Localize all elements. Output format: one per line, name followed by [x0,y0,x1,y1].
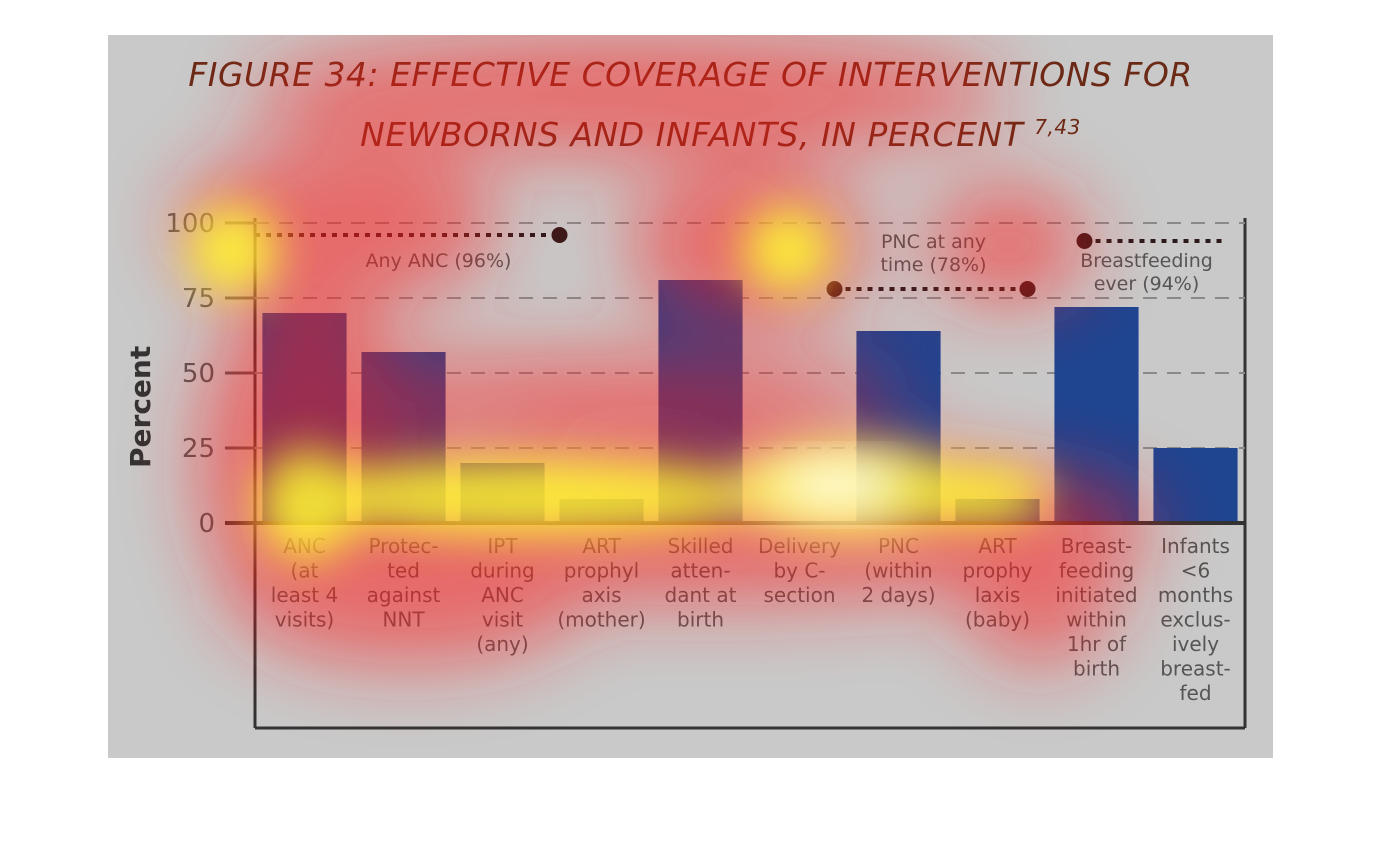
category-label: Protec-ted against NNT [367,534,441,632]
bar [955,499,1040,523]
category-label: ANC (at least 4 visits) [271,534,338,632]
y-axis-title: Percent [124,346,157,468]
category-label: Skilled atten-dant at birth [665,534,737,632]
annotation-dot [551,227,568,243]
category-label: Infants <6 months exclus-ively breast-fed [1158,534,1233,705]
category-label: ART prophyl axis (mother) [557,534,645,632]
chart-title-superscript: 7,43 [1034,115,1081,139]
y-tick-label: 25 [182,434,215,464]
category-label: IPT during ANC visit (any) [470,534,535,656]
category-label: Delivery by C-section [758,534,841,607]
bar [262,313,347,523]
bar [559,499,644,523]
annotation-dot [826,281,843,297]
bar [1054,307,1139,523]
y-tick-label: 100 [165,209,215,239]
y-tick-label: 50 [182,359,215,389]
category-label: Breast-feeding initiated within 1hr of birth [1055,534,1137,681]
annotation-label: PNC at any time (78%) [880,231,986,276]
y-tick-label: 75 [182,284,215,314]
bar [658,280,743,523]
bar [361,352,446,523]
annotation-dot [1019,281,1036,297]
bar [856,331,941,523]
y-tick-label: 0 [198,509,215,539]
bar [1153,448,1238,523]
annotation-label: Breastfeeding ever (94%) [1080,250,1213,295]
category-label: PNC (within 2 days) [861,534,935,607]
bar [460,463,545,523]
category-label: ART prophy laxis (baby) [963,534,1033,632]
annotation-dot [1076,233,1093,249]
annotation-label: Any ANC (96%) [366,250,512,272]
